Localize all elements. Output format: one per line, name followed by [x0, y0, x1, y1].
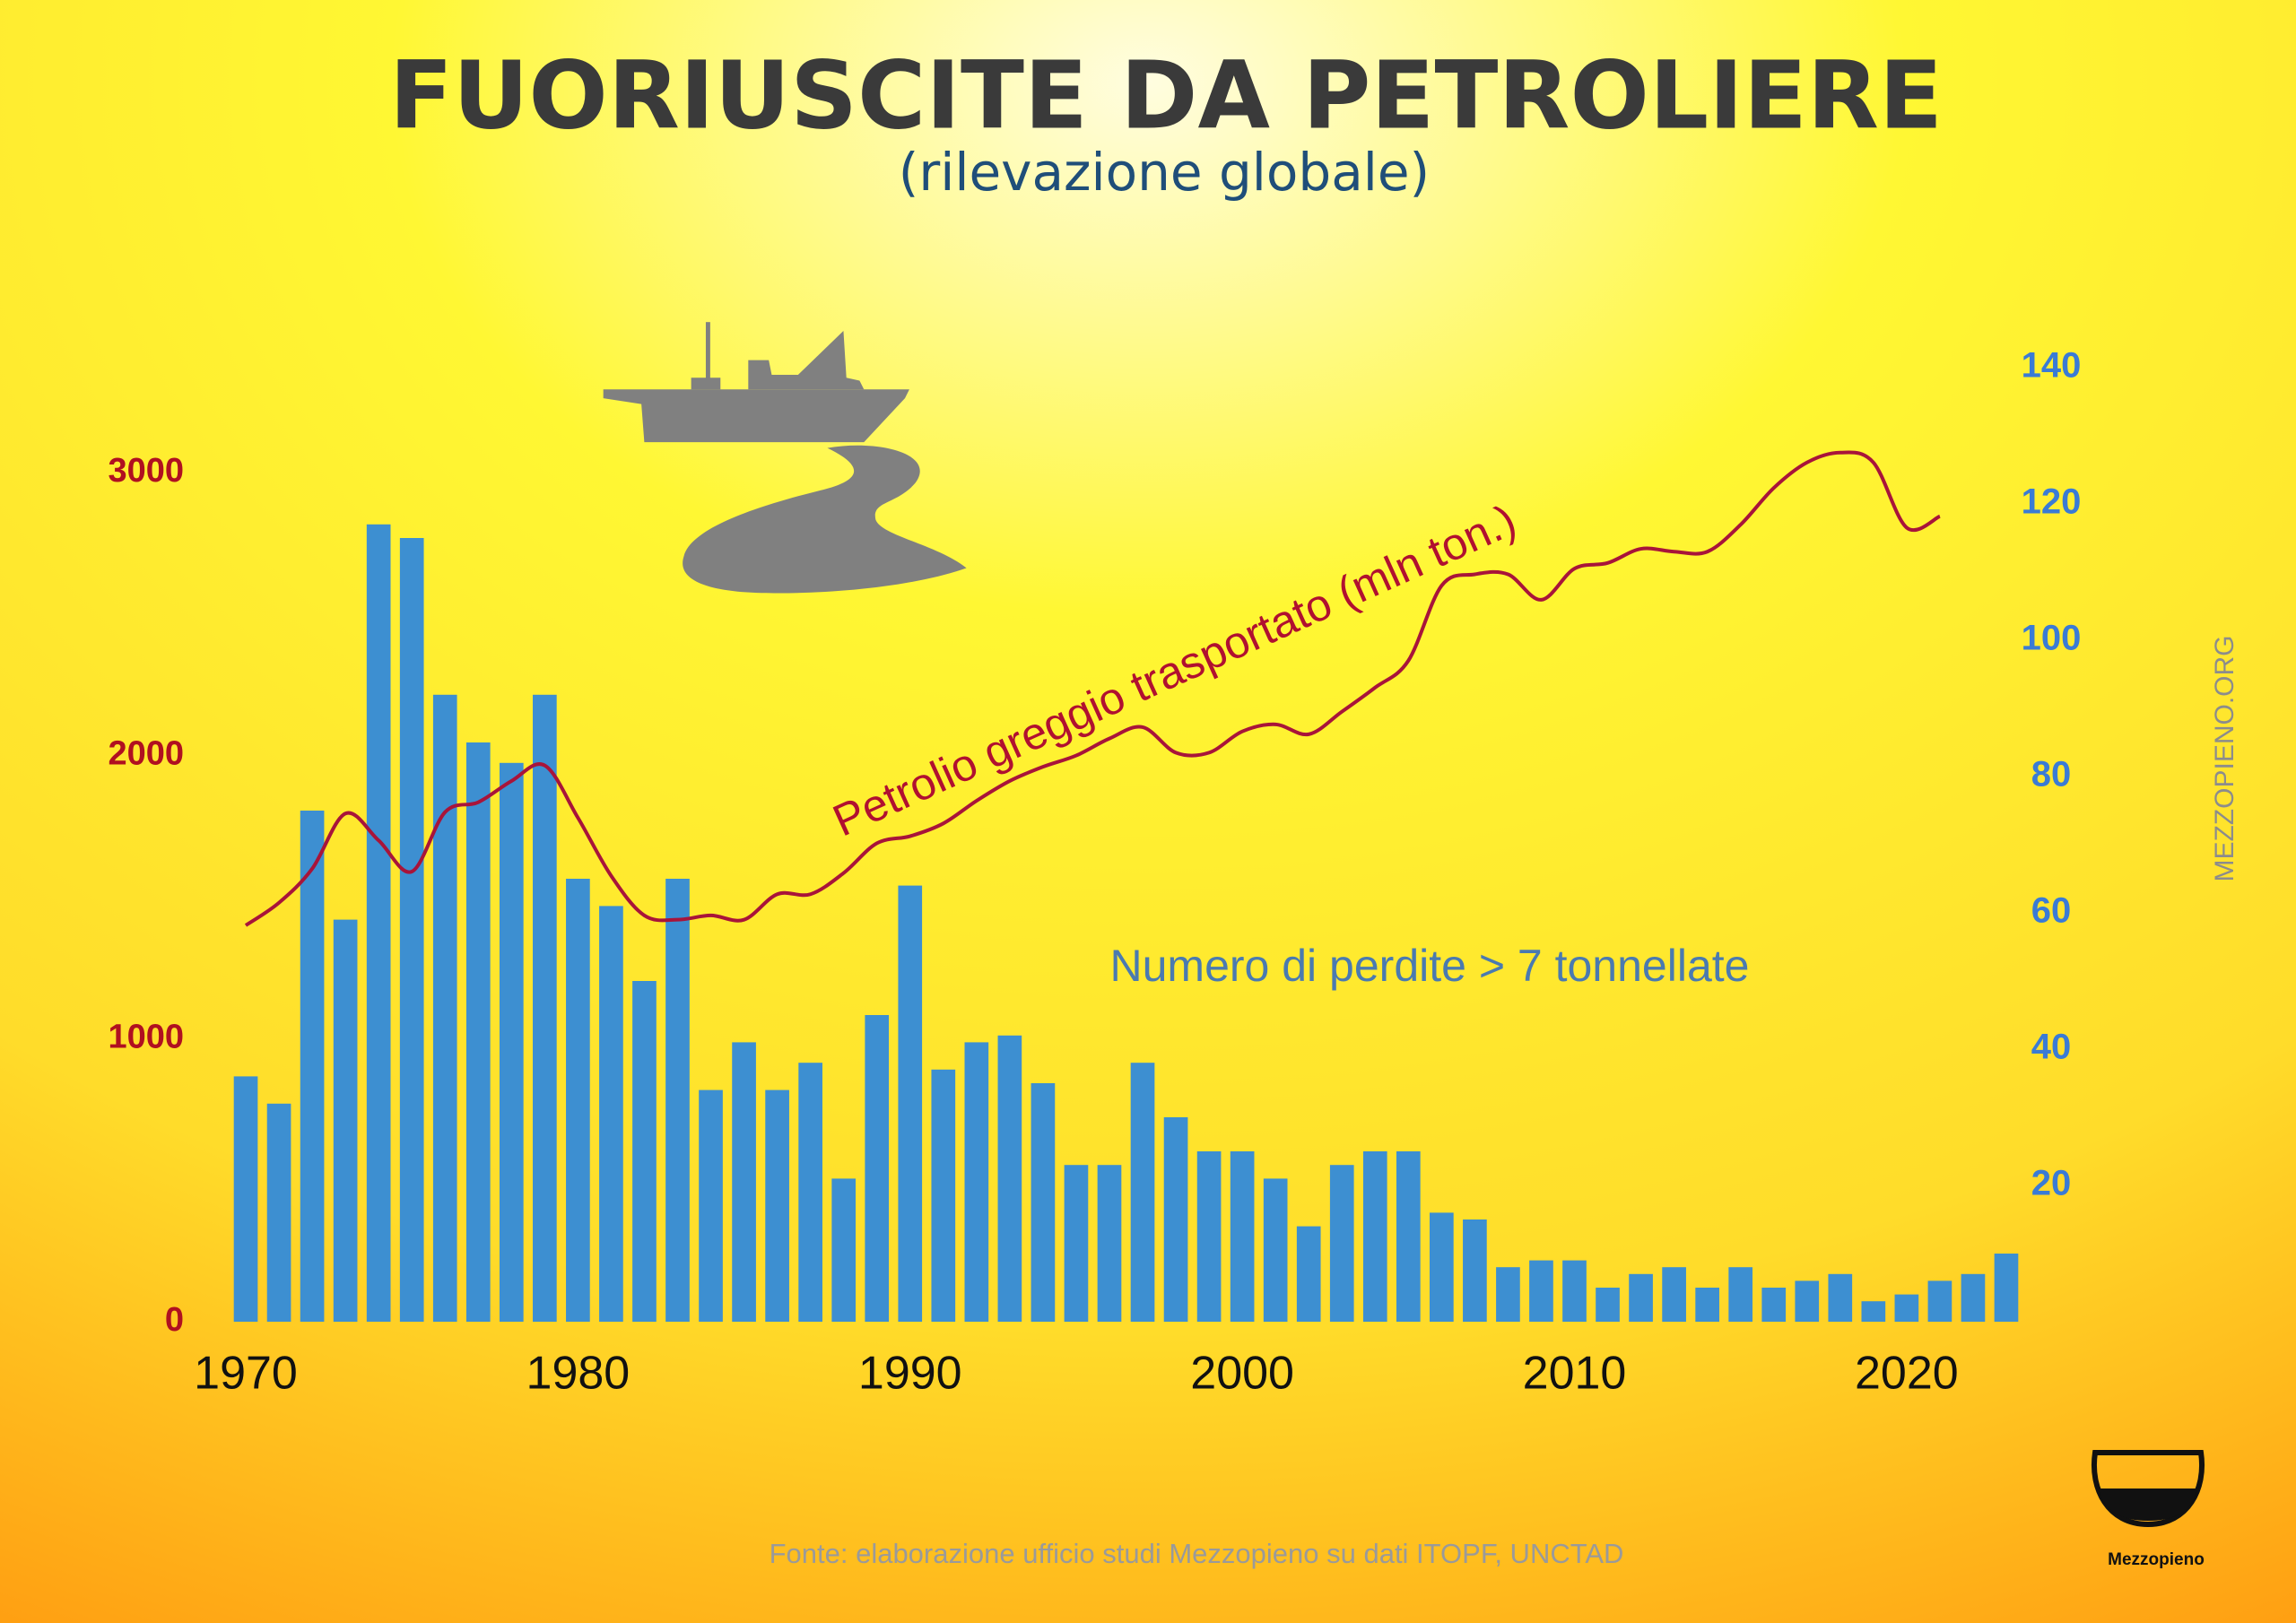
bar: [1994, 1254, 2019, 1322]
ship-illustration: [603, 322, 967, 594]
x-tick-label: 1970: [194, 1348, 298, 1400]
bar: [1562, 1260, 1587, 1322]
y2-tick-label: 60: [2031, 891, 2072, 931]
source-note: Fonte: elaborazione ufficio studi Mezzop…: [770, 1538, 1624, 1569]
bar: [1795, 1280, 1820, 1322]
bar: [399, 538, 424, 1322]
bar: [333, 919, 358, 1322]
y-tick-label: 0: [165, 1301, 184, 1339]
bar: [865, 1015, 890, 1322]
bar: [1196, 1151, 1222, 1322]
chart-title: FUORIUSCITE DA PETROLIERE: [389, 40, 1943, 150]
x-tick-label: 2000: [1190, 1348, 1294, 1400]
y-tick-label: 1000: [108, 1018, 184, 1055]
bar: [798, 1063, 822, 1322]
y2-tick-label: 140: [2022, 346, 2082, 386]
bar: [1828, 1273, 1853, 1322]
series-label: Numero di perdite > 7 tonnellate: [1110, 941, 1750, 991]
line: [244, 450, 1941, 927]
bar: [533, 694, 557, 1322]
bar: [1927, 1280, 1952, 1322]
bar: [732, 1042, 756, 1322]
bar: [1130, 1063, 1155, 1322]
bar: [1894, 1294, 1919, 1322]
y2-tick-label: 100: [2022, 619, 2082, 658]
bar: [1296, 1226, 1321, 1322]
bar: [300, 811, 325, 1322]
y2-tick-label: 80: [2031, 755, 2072, 794]
bar: [1662, 1267, 1686, 1322]
bar: [765, 1089, 789, 1322]
bar: [997, 1035, 1022, 1322]
bar: [632, 981, 657, 1322]
bar: [1463, 1219, 1487, 1322]
bar: [1362, 1151, 1387, 1322]
bar: [599, 906, 623, 1322]
bar: [566, 879, 590, 1322]
bar: [1430, 1212, 1454, 1322]
bar: [465, 742, 491, 1322]
bar: [964, 1042, 989, 1322]
x-tick-label: 1980: [526, 1348, 631, 1400]
bar: [1396, 1151, 1421, 1322]
x-tick-label: 1990: [858, 1348, 962, 1400]
bar: [1496, 1267, 1520, 1322]
y2-tick-label: 40: [2031, 1028, 2072, 1067]
logo-text: Mezzopieno: [2108, 1550, 2205, 1569]
bar: [1861, 1301, 1886, 1322]
bar: [665, 879, 690, 1322]
y-tick-label: 3000: [108, 452, 184, 490]
chart-subtitle: (rilevazione globale): [899, 142, 1430, 203]
x-tick-label: 2010: [1523, 1348, 1627, 1400]
watermark: MEZZOPIENO.ORG: [2210, 635, 2239, 881]
bar: [1596, 1288, 1620, 1322]
y2-tick-label: 120: [2022, 482, 2082, 522]
x-tick-label: 2020: [1855, 1348, 1959, 1400]
bar: [1728, 1267, 1753, 1322]
bar: [1163, 1117, 1188, 1322]
bar: [1230, 1151, 1255, 1322]
bar: [831, 1178, 857, 1322]
bar: [266, 1103, 291, 1322]
bar: [898, 885, 923, 1322]
bar: [1761, 1288, 1787, 1322]
bar: [1263, 1178, 1288, 1322]
y2-tick-label: 20: [2031, 1164, 2072, 1203]
y-tick-label: 2000: [108, 735, 184, 773]
bar: [1329, 1165, 1354, 1322]
bar: [499, 762, 524, 1322]
logo: Mezzopieno: [2092, 1450, 2205, 1569]
bar: [366, 524, 391, 1322]
bar: [1529, 1260, 1553, 1322]
bar: [1064, 1165, 1089, 1322]
bar: [233, 1076, 258, 1322]
bar: [432, 694, 457, 1322]
bar: [699, 1089, 723, 1322]
bar: [931, 1069, 956, 1322]
bar: [1629, 1273, 1653, 1322]
bar: [1695, 1288, 1719, 1322]
bar: [1031, 1083, 1056, 1322]
bar: [1097, 1165, 1122, 1322]
bar: [1961, 1273, 1986, 1322]
